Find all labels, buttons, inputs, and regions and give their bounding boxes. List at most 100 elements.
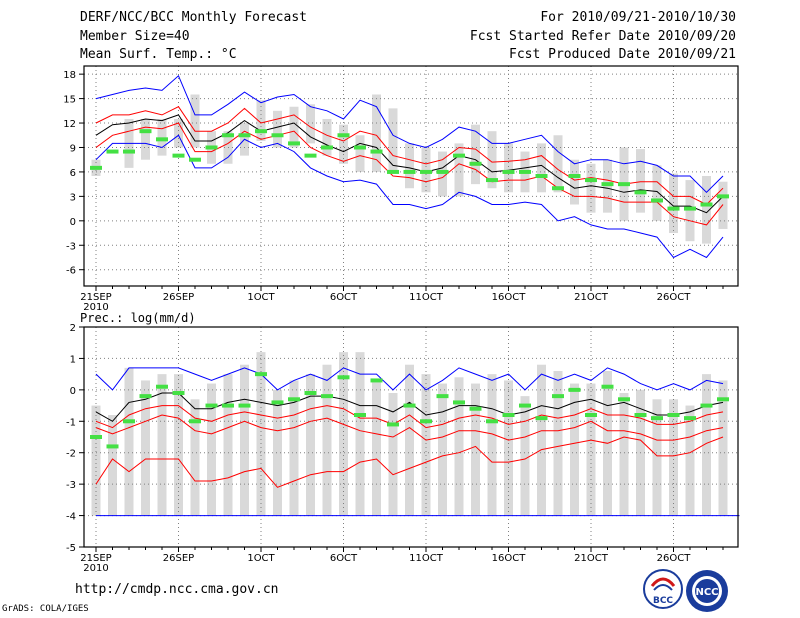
observed-marker bbox=[651, 416, 663, 421]
precip-panel-title: Prec.: log(mm/d) bbox=[80, 311, 196, 325]
y-tick-label: 15 bbox=[63, 95, 76, 106]
observed-marker bbox=[205, 403, 218, 408]
observed-marker bbox=[304, 391, 317, 395]
observed-marker bbox=[585, 413, 597, 417]
x-tick-label: 1OCT bbox=[247, 292, 275, 303]
spread-bar bbox=[669, 399, 678, 516]
spread-bar bbox=[355, 352, 365, 516]
series-line-lower bbox=[95, 122, 724, 226]
observed-marker bbox=[618, 397, 630, 402]
y-tick-label: -4 bbox=[66, 512, 76, 523]
spread-bar bbox=[223, 374, 233, 516]
spread-bar bbox=[388, 108, 398, 172]
observed-marker bbox=[486, 419, 498, 424]
y-tick-label: -6 bbox=[66, 266, 76, 277]
observed-marker bbox=[717, 397, 729, 402]
spread-bar bbox=[289, 380, 299, 516]
observed-marker bbox=[321, 394, 333, 399]
header-right-line-1: For 2010/09/21-2010/10/30 bbox=[540, 10, 736, 25]
spread-bar bbox=[207, 383, 216, 516]
spread-bar bbox=[372, 94, 381, 172]
y-tick-label: 18 bbox=[63, 70, 76, 81]
spread-bar bbox=[240, 364, 249, 516]
series-line-mean bbox=[95, 405, 724, 429]
header-left-line-2: Member Size=40 bbox=[80, 29, 190, 44]
x-tick-label: 26OCT bbox=[657, 553, 692, 564]
logo-ncc: NCC bbox=[686, 570, 728, 612]
observed-marker bbox=[420, 419, 432, 424]
observed-marker bbox=[651, 198, 663, 203]
observed-marker bbox=[552, 394, 564, 399]
series-line-mean bbox=[95, 114, 724, 214]
spread-bar bbox=[174, 118, 183, 148]
y-tick-label: 0 bbox=[70, 386, 76, 397]
observed-marker bbox=[172, 153, 185, 158]
spread-bar bbox=[438, 383, 447, 516]
observed-marker bbox=[172, 391, 185, 395]
spread-bar bbox=[322, 364, 332, 516]
spread-bar bbox=[256, 100, 266, 141]
observed-marker bbox=[288, 141, 300, 146]
spread-bar bbox=[174, 374, 183, 516]
observed-marker bbox=[139, 394, 152, 399]
spread-bar bbox=[504, 143, 513, 193]
spread-bar bbox=[471, 124, 480, 185]
observed-marker bbox=[585, 178, 597, 183]
footer-url[interactable]: http://cmdp.ncc.cma.gov.cn bbox=[75, 582, 279, 597]
spread-bar bbox=[157, 374, 167, 516]
observed-marker bbox=[667, 206, 680, 211]
spread-bar bbox=[372, 380, 381, 516]
observed-marker bbox=[453, 153, 465, 158]
observed-marker bbox=[469, 406, 482, 411]
observed-marker bbox=[436, 169, 449, 174]
spread-bar bbox=[124, 367, 134, 516]
observed-marker bbox=[618, 182, 630, 187]
spread-bar bbox=[306, 374, 315, 516]
observed-marker bbox=[354, 145, 366, 150]
x-tick-label: 26SEP bbox=[163, 292, 194, 303]
spread-bar bbox=[190, 399, 200, 516]
logo-bcc: BCC bbox=[643, 569, 683, 609]
observed-marker bbox=[469, 161, 482, 166]
observed-marker bbox=[156, 384, 168, 389]
spread-bar bbox=[454, 377, 464, 516]
observed-marker bbox=[255, 129, 267, 134]
spread-bar bbox=[537, 143, 546, 193]
observed-marker bbox=[304, 153, 317, 158]
observed-marker bbox=[189, 419, 201, 424]
x-tick-label: 1OCT bbox=[247, 553, 275, 564]
observed-marker bbox=[486, 178, 498, 183]
y-tick-label: 6 bbox=[70, 168, 76, 179]
spread-bar bbox=[273, 110, 282, 148]
spread-bar bbox=[339, 352, 348, 516]
spread-bar bbox=[669, 173, 678, 234]
x-tick-label: 11OCT bbox=[409, 292, 444, 303]
spread-bar bbox=[537, 364, 546, 516]
x-tick-year-label: 2010 bbox=[83, 563, 108, 574]
footer-credit: GrADS: COLA/IGES bbox=[2, 604, 89, 614]
observed-marker bbox=[568, 387, 581, 392]
x-tick-label: 21SEP bbox=[80, 292, 111, 303]
spread-bar bbox=[487, 131, 497, 189]
series-line-min bbox=[95, 436, 724, 488]
observed-marker bbox=[156, 137, 168, 142]
observed-marker bbox=[123, 149, 135, 154]
spread-bar bbox=[586, 163, 596, 213]
observed-marker bbox=[90, 435, 102, 439]
spread-bar bbox=[570, 383, 579, 516]
observed-marker bbox=[684, 416, 696, 421]
observed-marker bbox=[288, 397, 300, 402]
spread-bar bbox=[273, 389, 282, 516]
y-tick-label: 3 bbox=[70, 192, 76, 203]
x-tick-label: 21OCT bbox=[574, 292, 609, 303]
observed-marker bbox=[139, 129, 152, 134]
x-tick-label: 21OCT bbox=[574, 553, 609, 564]
spread-bar bbox=[685, 405, 695, 516]
spread-bar bbox=[702, 374, 711, 516]
series-line-lower bbox=[95, 414, 724, 441]
observed-marker bbox=[634, 190, 647, 195]
x-tick-label: 26OCT bbox=[657, 292, 692, 303]
